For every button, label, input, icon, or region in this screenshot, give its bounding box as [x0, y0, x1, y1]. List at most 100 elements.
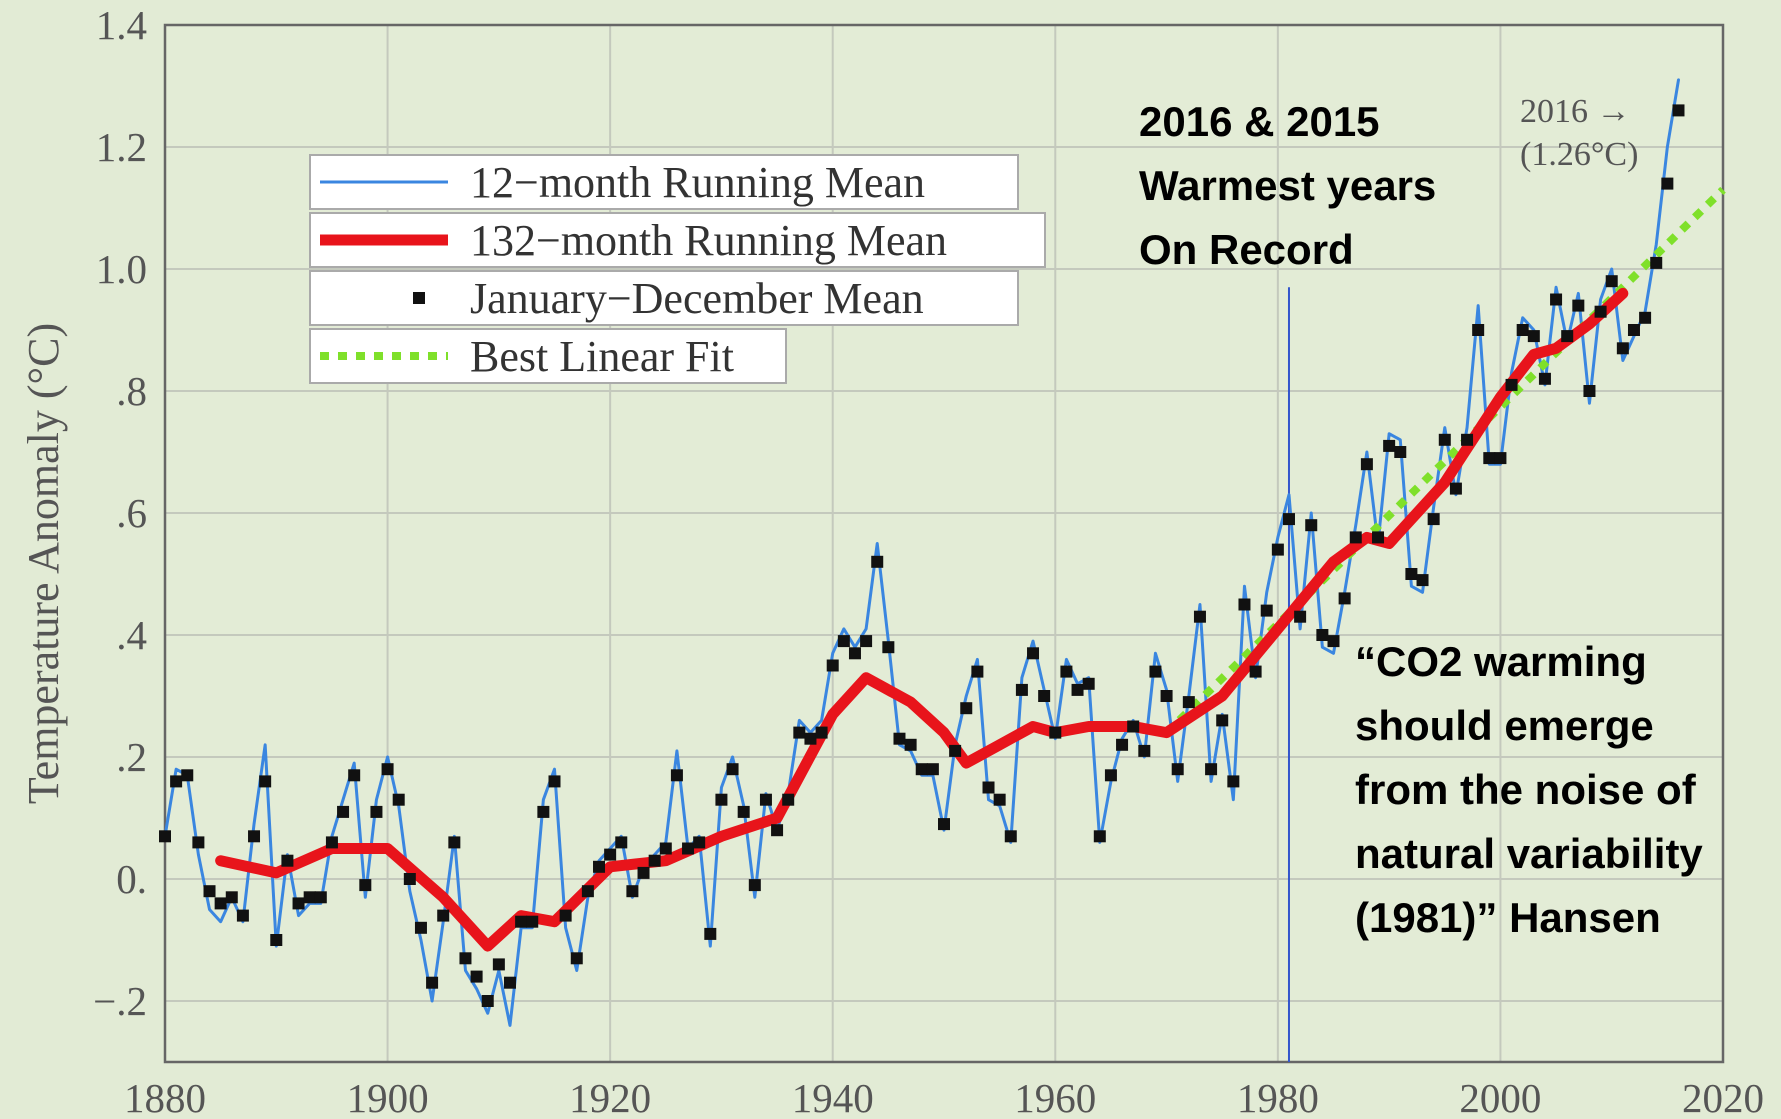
data-point — [403, 873, 416, 885]
annotation: 2016 & 2015 — [1139, 98, 1380, 145]
data-point — [181, 769, 194, 782]
data-point — [1238, 598, 1251, 611]
data-point — [704, 927, 717, 940]
data-point — [926, 763, 939, 776]
data-point — [170, 775, 183, 788]
data-point — [615, 836, 628, 849]
legend-box — [309, 328, 787, 384]
data-point — [381, 763, 394, 776]
data-point — [559, 909, 572, 922]
annotation: should emerge — [1355, 702, 1654, 749]
annotation: (1981)” Hansen — [1355, 894, 1661, 941]
data-point — [236, 909, 249, 922]
data-point — [637, 866, 650, 879]
data-point — [1383, 439, 1396, 452]
data-point — [325, 836, 338, 849]
data-point — [682, 842, 695, 855]
data-point — [1182, 696, 1195, 709]
data-point — [1282, 513, 1295, 526]
data-point — [359, 879, 372, 892]
legend-item: 132−month Running Mean — [309, 212, 1046, 268]
y-tick-label: .8 — [116, 368, 147, 414]
data-point — [1327, 635, 1340, 648]
data-point — [1260, 604, 1273, 617]
legend-box — [309, 270, 1019, 326]
data-point — [1004, 830, 1017, 843]
data-point — [1538, 372, 1551, 385]
data-point — [1438, 433, 1451, 446]
data-point — [1271, 543, 1284, 556]
data-point — [1060, 665, 1073, 678]
data-point — [270, 934, 283, 946]
series-line — [215, 287, 1629, 952]
data-point — [737, 805, 750, 818]
data-point — [904, 738, 917, 751]
data-point — [1483, 452, 1496, 465]
annotation: from the noise of — [1355, 766, 1697, 813]
data-point — [1316, 629, 1329, 641]
data-point — [1449, 482, 1462, 495]
data-point — [426, 976, 439, 989]
data-point — [281, 854, 294, 867]
annotation: On Record — [1139, 226, 1354, 273]
data-point — [1171, 763, 1184, 776]
data-point — [526, 915, 539, 928]
data-point — [848, 647, 861, 660]
x-tick-label: 1980 — [1237, 1075, 1319, 1119]
data-point — [1249, 665, 1262, 678]
data-point — [837, 635, 850, 648]
data-point — [771, 824, 784, 837]
annotation: “CO2 warming — [1355, 638, 1647, 685]
data-point — [949, 744, 962, 757]
data-point — [1360, 458, 1373, 471]
annotation: natural variability — [1355, 830, 1703, 877]
data-point — [1015, 683, 1028, 696]
data-point — [1149, 665, 1162, 678]
y-tick-label: .4 — [116, 612, 147, 658]
legend-label: 132−month Running Mean — [470, 216, 947, 265]
data-point — [1427, 513, 1440, 526]
data-point — [1227, 775, 1240, 788]
legend-item: 12−month Running Mean — [309, 154, 1019, 210]
data-point — [860, 635, 873, 648]
data-point — [1338, 592, 1351, 605]
data-point — [192, 836, 205, 849]
data-point — [1193, 610, 1206, 623]
data-point — [648, 854, 661, 867]
data-point — [626, 885, 639, 898]
annotation: (1.26°C) — [1520, 136, 1638, 173]
legend-marker — [413, 292, 425, 304]
data-point — [1616, 342, 1629, 355]
data-point — [459, 952, 472, 965]
data-point — [303, 891, 316, 904]
data-point — [492, 958, 505, 971]
data-point — [1627, 324, 1640, 336]
data-point — [782, 793, 795, 806]
data-point — [414, 921, 427, 934]
data-point — [715, 793, 728, 806]
data-point — [1572, 299, 1585, 312]
data-point — [759, 793, 772, 806]
data-point — [1116, 738, 1129, 751]
data-point — [1160, 690, 1173, 702]
x-tick-label: 1940 — [792, 1075, 874, 1119]
data-point — [1305, 519, 1318, 532]
data-point — [337, 805, 350, 818]
data-point — [1583, 385, 1596, 397]
data-point — [993, 793, 1006, 806]
data-point — [214, 897, 227, 910]
data-point — [1349, 531, 1362, 544]
data-point — [448, 836, 461, 849]
annotation: Warmest years — [1139, 162, 1436, 209]
data-point — [971, 665, 984, 678]
y-tick-label: −.2 — [93, 978, 147, 1024]
data-point — [693, 836, 706, 849]
data-point — [1093, 830, 1106, 843]
legend-label: 12−month Running Mean — [470, 158, 925, 207]
data-point — [537, 805, 550, 818]
data-point — [804, 732, 817, 745]
data-point — [1027, 647, 1040, 660]
series-line — [1163, 186, 1726, 736]
data-point — [392, 793, 405, 806]
data-point — [437, 909, 450, 922]
